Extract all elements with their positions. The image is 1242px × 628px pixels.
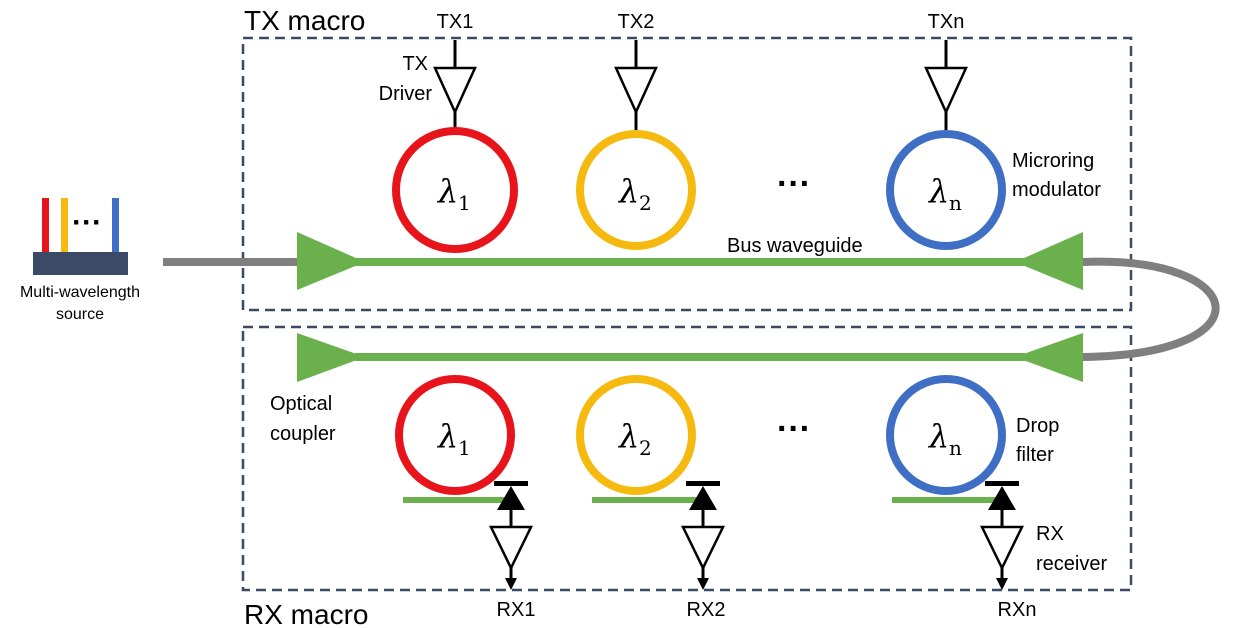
drop-filter-label-line1: Drop — [1016, 415, 1059, 437]
rx-ring-n-sub: n — [949, 436, 962, 460]
rx-amp-2 — [680, 525, 726, 571]
multi-wavelength-source: ··· Multi-wavelength source — [20, 198, 140, 323]
tx-ring-2: λ 2 — [576, 130, 696, 250]
rx-receiver-2: RX2 — [680, 481, 726, 621]
tx-ring-1: λ 1 — [392, 127, 518, 253]
tx1-label: TX1 — [437, 11, 474, 33]
tx-ring-2-symbol: λ — [617, 172, 639, 210]
tx-ellipsis: ··· — [777, 165, 811, 203]
rx-ring-1-sub: 1 — [458, 436, 471, 460]
rxn-label: RXn — [998, 599, 1037, 621]
photodiode-1 — [497, 486, 525, 510]
tx-driver-1-triangle — [433, 66, 477, 116]
rx1-label: RX1 — [497, 599, 536, 621]
tx-driver-n-triangle — [924, 66, 968, 116]
tx-driver-n: TXn — [924, 11, 968, 130]
tx-coupler-left — [297, 232, 365, 290]
coupler-label-line2: coupler — [270, 423, 336, 445]
tx-driver-1: TX1 — [433, 11, 477, 130]
tx-ring-1-symbol: λ — [436, 172, 458, 210]
txn-label: TXn — [928, 11, 965, 33]
source-base — [33, 252, 128, 275]
tx-coupler-right — [1015, 232, 1083, 290]
tx-driver-2: TX2 — [614, 11, 658, 130]
rx-ring-2: λ 2 — [576, 375, 696, 495]
rx2-label: RX2 — [687, 599, 726, 621]
source-line-yellow — [61, 198, 68, 252]
modulator-label-line2: modulator — [1012, 179, 1101, 201]
tx-ring-n-sub: n — [949, 191, 962, 215]
tx-driver-label-line2: Driver — [379, 83, 433, 105]
tx2-label: TX2 — [618, 11, 655, 33]
rx-arrow-2 — [697, 578, 709, 590]
source-line-blue — [112, 198, 119, 252]
rx-ring-2-symbol: λ — [617, 417, 639, 455]
rx-receiver-label-line1: RX — [1036, 523, 1064, 545]
rx-coupler-right — [1015, 333, 1083, 382]
tx-ring-n: λ n — [886, 130, 1006, 250]
rx-ring-n-symbol: λ — [927, 417, 949, 455]
coupler-label-line1: Optical — [270, 393, 332, 415]
rx-coupler-left — [297, 333, 365, 382]
photodiode-n — [988, 486, 1016, 510]
source-ellipsis: ··· — [72, 206, 102, 239]
loopback-fiber — [1081, 257, 1220, 361]
rx-amp-1 — [488, 525, 534, 571]
rx-ring-n: λ n — [886, 375, 1006, 495]
source-line-red — [42, 198, 49, 252]
tx-macro-box — [241, 36, 1133, 312]
tx-ring-n-symbol: λ — [927, 172, 949, 210]
photodiode-2 — [689, 486, 717, 510]
bus-waveguide-label: Bus waveguide — [727, 235, 863, 257]
rx-receiver-label-line2: receiver — [1036, 553, 1107, 575]
rx-macro-title: RX macro — [244, 599, 368, 628]
tx-driver-2-triangle — [614, 66, 658, 116]
rx-arrow-1 — [505, 578, 517, 590]
drop-filter-label-line2: filter — [1016, 444, 1054, 466]
tx-driver-label-line1: TX — [402, 53, 428, 75]
rx-receiver-n: RXn — [979, 481, 1037, 621]
rx-ellipsis: ··· — [777, 410, 811, 448]
tx-ring-1-sub: 1 — [458, 191, 471, 215]
rx-ring-2-sub: 2 — [639, 436, 652, 460]
source-label-line2: source — [56, 306, 104, 323]
rx-ring-1-symbol: λ — [436, 417, 458, 455]
rx-ring-1: λ 1 — [395, 375, 515, 495]
source-label-line1: Multi-wavelength — [20, 284, 140, 301]
tx-macro-title: TX macro — [244, 5, 365, 36]
modulator-label-line1: Microring — [1012, 150, 1094, 172]
tx-ring-2-sub: 2 — [639, 191, 652, 215]
rx-arrow-n — [996, 578, 1008, 590]
rx-receiver-1: RX1 — [488, 481, 536, 621]
rx-amp-n — [979, 525, 1025, 571]
